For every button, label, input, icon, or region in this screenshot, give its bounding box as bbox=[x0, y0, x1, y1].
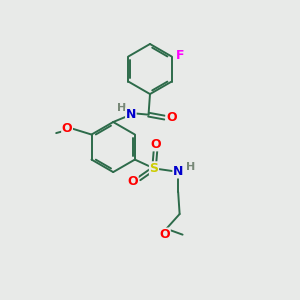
Text: N: N bbox=[126, 108, 136, 121]
Text: O: O bbox=[150, 138, 161, 151]
Text: F: F bbox=[176, 49, 184, 62]
Text: H: H bbox=[116, 103, 126, 113]
Text: N: N bbox=[173, 165, 183, 178]
Text: O: O bbox=[166, 111, 176, 124]
Text: S: S bbox=[149, 162, 158, 175]
Text: H: H bbox=[186, 162, 195, 172]
Text: O: O bbox=[128, 175, 138, 188]
Text: O: O bbox=[160, 228, 170, 241]
Text: O: O bbox=[62, 122, 72, 135]
